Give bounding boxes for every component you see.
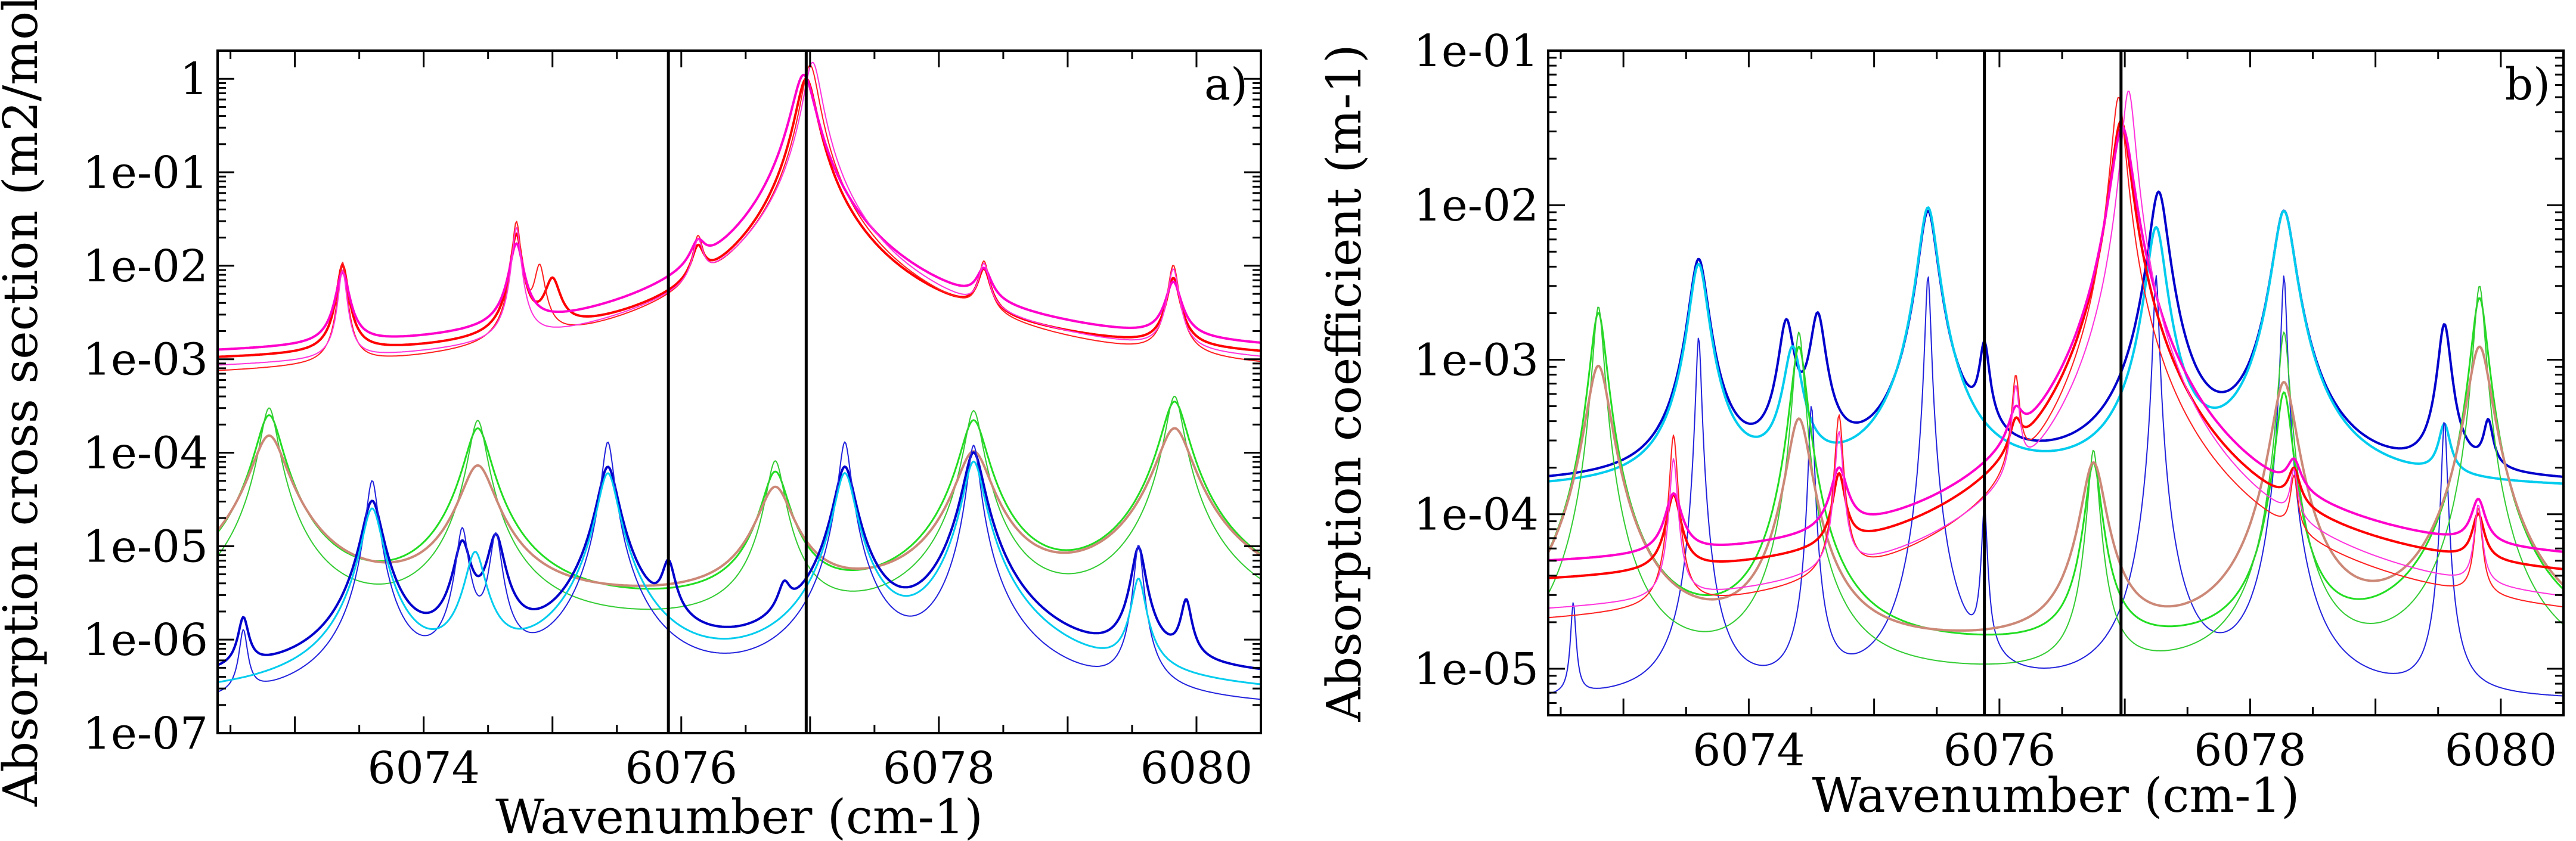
series-line-cyan (218, 460, 1261, 685)
series-line-green (218, 401, 1261, 590)
series-line-magenta-thin (218, 61, 1261, 366)
x-tick-label: 6080 (1140, 743, 1253, 794)
x-axis-title: Wavenumber (cm-1) (495, 789, 983, 841)
plot-frame (216, 49, 1262, 734)
panel-b: 1e-01 1e-02 1e-03 1e-04 1e-05 6074 6076 6078 608… (1316, 26, 2565, 823)
x-tick-label: 6074 (368, 743, 480, 794)
y-tick-label: 1e-01 (1413, 26, 1539, 77)
y-tick-label: 1e-07 (83, 708, 208, 759)
x-tick-label: 6076 (625, 743, 737, 794)
x-tick-label: 6078 (2194, 725, 2306, 776)
series-line-rosybrown (1548, 345, 2563, 632)
y-tick-label: 1e-04 (1413, 489, 1539, 541)
series-line-blue-thin (1548, 275, 2563, 697)
series-line-green-thin (218, 396, 1261, 610)
series-line-magenta-thin (1548, 91, 2563, 609)
plot-frame (1547, 49, 2565, 716)
series-line-green-thin (1548, 285, 2563, 665)
y-tick-label: 1e-04 (83, 428, 208, 479)
series-line-green (1548, 297, 2563, 636)
y-tick-label: 1e-01 (83, 147, 208, 198)
series-line-blue (1548, 190, 2563, 478)
series-line-red (218, 77, 1261, 358)
series-group (1548, 91, 2563, 697)
y-tick-label: 1e-02 (83, 241, 208, 292)
y-axis-title: Absorption coefficient (m-1) (1316, 44, 1372, 722)
series-line-magenta (218, 73, 1261, 351)
series-line-cyan (1548, 206, 2563, 485)
series-line-blue-thin (218, 441, 1261, 700)
x-tick-label: 6080 (2445, 725, 2557, 776)
panel-label: b) (2505, 59, 2550, 110)
series-line-blue (218, 451, 1261, 671)
series-line-red (1548, 120, 2563, 579)
x-axis-title: Wavenumber (cm-1) (1812, 768, 2300, 823)
panel-a: 1 1e-01 1e-02 1e-03 1e-04 1e-05 1e-06 1e-07 6074… (0, 0, 1262, 841)
series-line-rosybrown (218, 427, 1261, 587)
x-tick-label: 6076 (1943, 725, 2056, 776)
y-tick-label: 1e-02 (1413, 180, 1539, 231)
y-tick-label: 1e-03 (1413, 334, 1539, 386)
y-tick-label: 1e-05 (83, 521, 208, 572)
series-line-magenta (1548, 126, 2563, 561)
series-group (218, 61, 1261, 700)
y-tick-label: 1e-06 (83, 615, 208, 666)
series-line-red-thin (1548, 97, 2563, 619)
y-tick-label: 1e-05 (1413, 644, 1539, 695)
x-tick-label: 6078 (883, 743, 995, 794)
y-axis-title: Absorption cross section (m2/mol) (0, 0, 48, 807)
y-tick-label: 1 (180, 54, 208, 105)
x-tick-label: 6074 (1692, 725, 1805, 776)
y-tick-label: 1e-03 (83, 334, 208, 386)
panel-label: a) (1204, 59, 1248, 110)
